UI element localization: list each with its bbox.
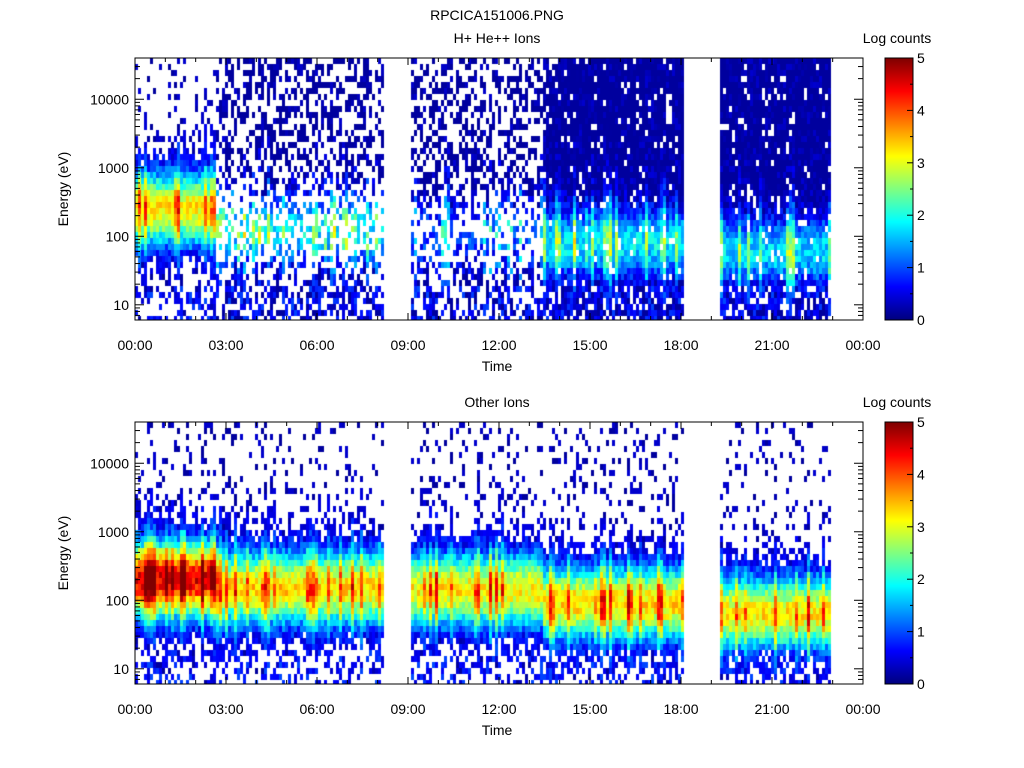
x-tick-label: 00:00 xyxy=(117,337,152,353)
y-tick-label: 100 xyxy=(106,592,130,608)
plot-frame xyxy=(134,421,864,685)
x-tick-label: 21:00 xyxy=(754,701,789,717)
colorbar-tick-label: 3 xyxy=(917,519,925,535)
colorbar-tick-label: 5 xyxy=(917,414,925,430)
x-tick-label: 06:00 xyxy=(299,337,334,353)
x-tick-label: 09:00 xyxy=(390,337,425,353)
y-tick-label: 100 xyxy=(106,228,130,244)
colorbar-ticks: 0 1 2 3 4 5 xyxy=(907,50,925,328)
colorbar-tick-label: 1 xyxy=(917,260,925,276)
colorbar-tick-label: 1 xyxy=(917,624,925,640)
x-axis-label: Time xyxy=(482,358,513,374)
colorbar-frame xyxy=(884,57,914,321)
colorbar-other-ions xyxy=(885,422,913,684)
x-tick-label: 12:00 xyxy=(481,701,516,717)
x-tick-label: 18:00 xyxy=(663,337,698,353)
colorbar-tick-label: 5 xyxy=(917,50,925,66)
x-tick-label: 00:00 xyxy=(845,337,880,353)
colorbar-frame xyxy=(884,421,914,685)
colorbar-tick-label: 4 xyxy=(917,102,925,118)
colorbar-tick-label: 2 xyxy=(917,207,925,223)
x-tick-label: 12:00 xyxy=(481,337,516,353)
colorbar-h-he-ions xyxy=(885,58,913,320)
x-tick-label: 00:00 xyxy=(117,701,152,717)
y-tick-label: 1000 xyxy=(98,524,129,540)
y-tick-label: 1000 xyxy=(98,160,129,176)
panel-other-ions: Other Ions 00:00 03:00 06:00 09:00 12:00 15:0… xyxy=(55,394,931,738)
y-tick-label: 10 xyxy=(113,297,129,313)
panel-title: Other Ions xyxy=(464,394,529,410)
colorbar-tick-label: 0 xyxy=(917,676,925,692)
x-tick-label: 15:00 xyxy=(572,701,607,717)
axes: 00:00 03:00 06:00 09:00 12:00 15:00 18:00 21:00… xyxy=(90,57,881,353)
axes: 00:00 03:00 06:00 09:00 12:00 15:00 18:00 21:00… xyxy=(90,421,881,717)
figure-title: RPCICA151006.PNG xyxy=(430,7,564,23)
x-axis-label: Time xyxy=(482,722,513,738)
colorbar-tick-label: 3 xyxy=(917,155,925,171)
panel-title: H+ He++ Ions xyxy=(454,30,541,46)
y-tick-label: 10000 xyxy=(90,91,129,107)
colorbar-label: Log counts xyxy=(863,30,932,46)
y-tick-label: 10 xyxy=(113,661,129,677)
x-tick-label: 03:00 xyxy=(208,701,243,717)
spectrogram-h-he-ions xyxy=(135,58,863,320)
y-tick-label: 10000 xyxy=(90,455,129,471)
colorbar-tick-label: 2 xyxy=(917,571,925,587)
colorbar-tick-label: 0 xyxy=(917,312,925,328)
y-axis-label: Energy (eV) xyxy=(55,152,71,227)
panel-h-he-ions: H+ He++ Ions 00:00 03:00 06:00 09:00 12:00 15… xyxy=(55,30,931,374)
spectrogram-other-ions xyxy=(135,422,863,684)
x-tick-label: 06:00 xyxy=(299,701,334,717)
x-tick-label: 03:00 xyxy=(208,337,243,353)
colorbar-label: Log counts xyxy=(863,394,932,410)
x-tick-label: 00:00 xyxy=(845,701,880,717)
plot-frame xyxy=(134,57,864,321)
colorbar-tick-label: 4 xyxy=(917,466,925,482)
colorbar-ticks: 0 1 2 3 4 5 xyxy=(907,414,925,692)
y-axis-label: Energy (eV) xyxy=(55,516,71,591)
x-tick-label: 09:00 xyxy=(390,701,425,717)
x-tick-label: 21:00 xyxy=(754,337,789,353)
x-tick-label: 15:00 xyxy=(572,337,607,353)
x-tick-label: 18:00 xyxy=(663,701,698,717)
